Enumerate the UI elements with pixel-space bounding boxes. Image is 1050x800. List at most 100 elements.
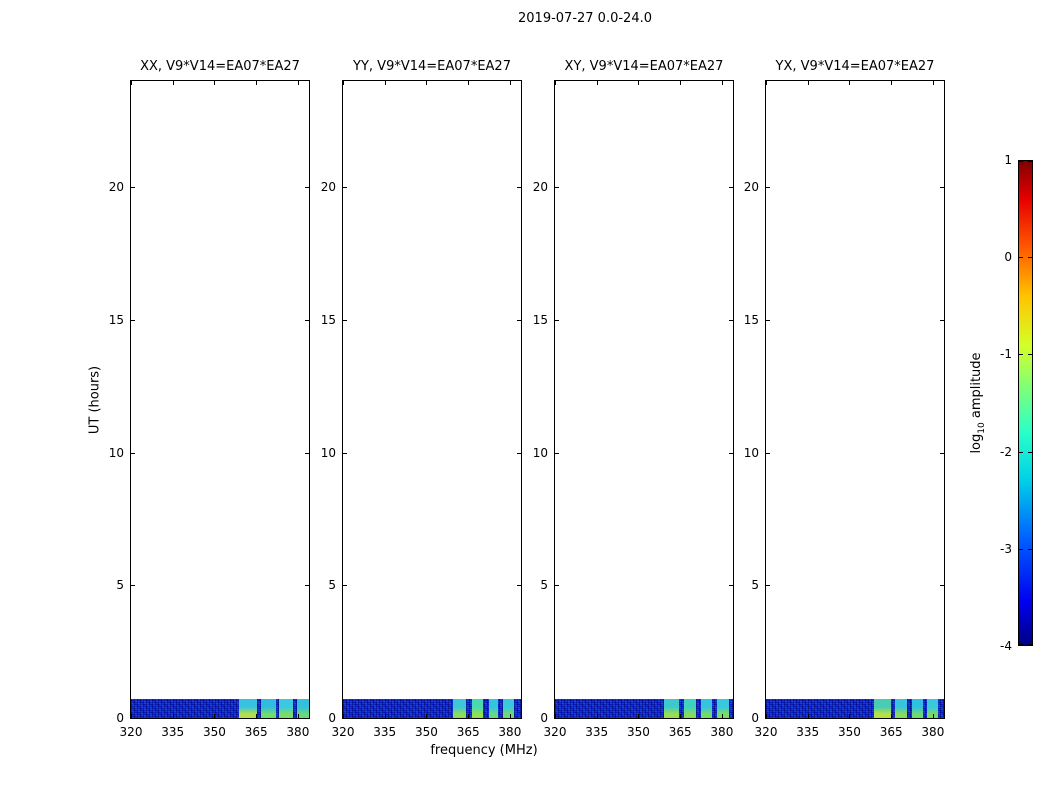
panel-yy: YY, V9*V14=EA07*EA27 320 335 350 365 380 0 5 10… <box>321 59 522 739</box>
x-tick <box>384 81 386 85</box>
y-tick-label: 15 <box>743 312 759 327</box>
x-tick <box>807 81 809 85</box>
y-tick <box>555 718 559 719</box>
x-tick <box>297 714 299 718</box>
colorbar-tick <box>1028 644 1032 645</box>
panel-title-xy: XY, V9*V14=EA07*EA27 <box>564 59 724 74</box>
data-band <box>555 699 733 718</box>
rfi-block <box>716 699 729 718</box>
x-tick-label: 320 <box>543 725 567 739</box>
y-tick <box>729 319 733 321</box>
colorbar-label-sub: 10 <box>976 422 987 434</box>
colorbar-area: log10 amplitude 1 0 -1 -2 -3 -4 <box>969 153 1033 653</box>
rfi-block <box>894 699 907 718</box>
x-tick <box>172 714 174 718</box>
colorbar-tick <box>1019 548 1023 550</box>
y-tick <box>131 718 135 719</box>
rfi-block <box>683 699 697 718</box>
x-tick <box>638 81 640 85</box>
colorbar-tick-label: -2 <box>1000 444 1012 459</box>
x-tick <box>426 81 428 85</box>
y-tick <box>343 187 347 189</box>
x-tick <box>766 714 767 718</box>
x-tick-label: 365 <box>668 725 692 739</box>
y-tick-label: 15 <box>532 312 548 327</box>
y-tick-label: 20 <box>320 180 336 195</box>
y-tick <box>343 718 347 719</box>
x-tick <box>596 714 598 718</box>
x-tick <box>509 714 511 718</box>
rfi-block <box>296 699 309 718</box>
x-tick-label: 365 <box>879 725 903 739</box>
x-axis-label: frequency (MHz) <box>430 743 538 758</box>
colorbar-tick-label: -1 <box>1000 347 1012 362</box>
x-tick-label: 335 <box>585 725 609 739</box>
colorbar-tick-label: 1 <box>1004 153 1012 167</box>
y-tick <box>766 187 770 189</box>
y-tick <box>305 718 309 719</box>
y-tick-label: 15 <box>320 312 336 327</box>
x-tick <box>555 714 556 718</box>
y-tick <box>517 187 521 189</box>
x-tick <box>807 714 809 718</box>
colorbar-label-pre: log <box>969 433 985 454</box>
x-tick-label: 365 <box>244 725 268 739</box>
x-tick <box>766 81 767 85</box>
y-axis-label: UT (hours) <box>87 365 103 435</box>
x-tick-label: 350 <box>626 725 650 739</box>
y-tick <box>343 452 347 454</box>
panel-yx: YX, V9*V14=EA07*EA27 320 335 350 365 380 0 5 10… <box>744 59 945 739</box>
x-tick <box>509 81 511 85</box>
rfi-block <box>503 699 514 718</box>
x-tick <box>297 81 299 85</box>
colorbar-tick <box>1028 548 1032 550</box>
x-tick <box>343 714 344 718</box>
colorbar-tick <box>1028 257 1032 259</box>
heatmap-plot-xy <box>554 80 734 719</box>
rfi-block <box>700 699 713 718</box>
y-tick <box>517 585 521 587</box>
panel-title-yx: YX, V9*V14=EA07*EA27 <box>775 59 935 74</box>
rfi-block <box>279 699 294 718</box>
x-tick-label: 350 <box>414 725 438 739</box>
x-tick <box>891 81 893 85</box>
x-tick-label: 320 <box>119 725 143 739</box>
rfi-block <box>452 699 467 718</box>
x-tick-label: 335 <box>161 725 185 739</box>
y-tick <box>729 187 733 189</box>
x-tick <box>131 81 132 85</box>
y-tick <box>131 585 135 587</box>
x-tick-label: 365 <box>456 725 480 739</box>
y-tick <box>766 718 770 719</box>
data-band <box>343 699 521 718</box>
colorbar-tick <box>1019 644 1023 645</box>
y-tick-label: 0 <box>116 711 124 725</box>
colorbar-tick-label: -4 <box>1000 639 1012 653</box>
x-tick <box>468 714 470 718</box>
data-band <box>131 699 309 718</box>
y-tick <box>517 718 521 719</box>
x-tick <box>256 714 258 718</box>
rfi-block <box>873 699 891 718</box>
y-tick <box>517 319 521 321</box>
data-band <box>766 699 944 718</box>
y-tick <box>555 187 559 189</box>
x-tick-label: 380 <box>921 725 945 739</box>
y-tick <box>940 718 944 719</box>
y-tick <box>305 452 309 454</box>
x-tick <box>891 714 893 718</box>
y-tick <box>766 452 770 454</box>
x-tick <box>638 714 640 718</box>
y-tick <box>729 452 733 454</box>
y-tick <box>343 319 347 321</box>
x-tick-label: 350 <box>202 725 226 739</box>
x-tick-label: 320 <box>754 725 778 739</box>
y-tick <box>131 452 135 454</box>
y-tick-label: 0 <box>328 711 336 725</box>
y-tick <box>766 585 770 587</box>
y-tick <box>555 319 559 321</box>
panel-xx: XX, V9*V14=EA07*EA27 320 335 350 365 380 0 5 10… <box>109 59 310 739</box>
colorbar-tick <box>1028 354 1032 356</box>
x-tick <box>131 714 132 718</box>
x-tick-label: 350 <box>837 725 861 739</box>
